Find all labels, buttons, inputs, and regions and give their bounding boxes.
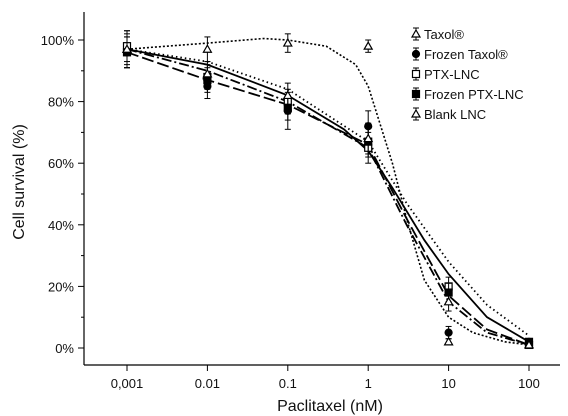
x-tick-label: 0.01 [195,376,220,391]
curves [126,37,530,346]
data-point-series-1 [202,44,213,53]
data-point-series-1 [363,40,374,50]
data-point-series-2 [444,328,453,337]
data-point-series-5 [121,44,133,53]
legend-label-2: Frozen Taxol® [424,47,508,62]
series-curve-4 [126,51,530,346]
data-point-series-5 [363,133,374,143]
data-point-series-1 [443,336,454,346]
legend: Taxol® Frozen Taxol® PTX-LNC Frozen PTX-LNC… [410,27,524,122]
legend-marker-1 [410,28,422,38]
y-tick-label: 40% [48,218,74,233]
x-tick-label: 10 [441,376,455,391]
x-axis-label: Paclitaxel (nM) [277,398,383,415]
legend-label-5: Blank LNC [424,107,486,122]
data-point-series-5 [443,296,454,306]
x-tick-label: 1 [365,376,372,391]
legend-label-3: PTX-LNC [424,67,480,82]
data-point-series-5 [523,339,535,349]
series-curve-5 [126,48,530,346]
axes [83,12,560,366]
series-curve-2 [126,48,530,343]
y-tick-label: 80% [48,95,74,110]
legend-label-1: Taxol® [424,27,464,42]
x-tick-label: 0.1 [279,376,297,391]
y-axis-label: Cell survival (%) [11,124,28,240]
points [121,30,535,350]
legend-marker-2 [411,49,421,59]
legend-label-4: Frozen PTX-LNC [424,87,524,102]
y-tick-label: 60% [48,156,74,171]
x-tick-label: 0,001 [111,376,144,391]
x-ticks: 0,001 0.01 0.1 1 10 100 [111,365,540,391]
y-tick-label: 20% [48,279,74,294]
legend-marker-5 [410,108,422,118]
y-ticks: 0% 20% 40% 60% 80% 100% [41,33,84,356]
legend-marker-4 [411,89,421,99]
data-point-series-5 [282,90,293,100]
series-curve-1 [126,37,530,346]
data-point-series-5 [202,68,213,78]
y-tick-label: 0% [55,341,74,356]
x-tick-label: 100 [518,376,540,391]
data-point-series-1 [282,37,293,47]
series-curve-3 [126,48,530,337]
legend-marker-3 [411,69,421,79]
y-tick-label: 100% [41,33,75,48]
